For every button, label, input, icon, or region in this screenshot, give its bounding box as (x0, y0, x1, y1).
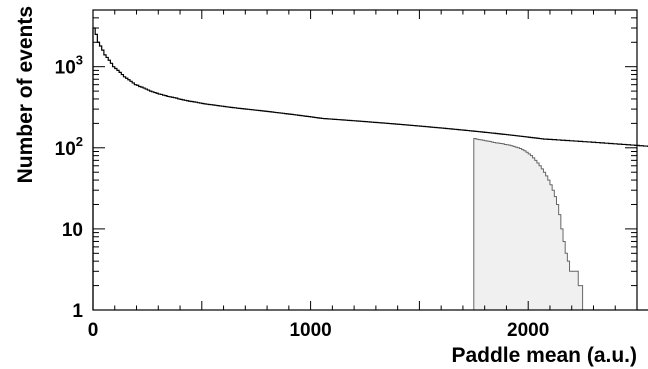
x-axis-title: Paddle mean (a.u.) (451, 344, 637, 367)
y-tick-label: 103 (55, 53, 83, 79)
y-tick-label: 102 (55, 134, 83, 160)
y-axis-title: Number of events (14, 6, 37, 183)
selected-region-layer (473, 138, 585, 311)
selected-region-fill (473, 138, 585, 311)
x-tick-labels: 0 1000 2000 (88, 320, 550, 341)
y-tick-label: 1 (72, 301, 83, 322)
y-tick-labels: 1 10 102 103 (55, 53, 84, 322)
histogram-line (92, 27, 648, 311)
histogram-layer (92, 27, 648, 311)
x-tick-label: 0 (88, 320, 99, 341)
y-tick-label: 10 (62, 220, 83, 241)
x-tick-label: 1000 (289, 320, 331, 341)
x-tick-label: 2000 (507, 320, 549, 341)
tick-marks (92, 9, 638, 311)
